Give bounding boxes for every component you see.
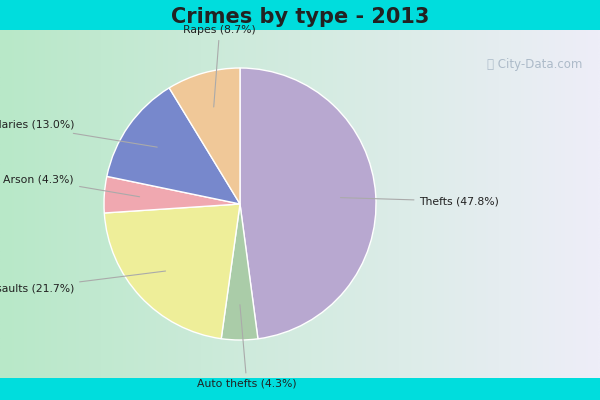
Text: Arson (4.3%): Arson (4.3%) [4, 174, 140, 197]
Wedge shape [169, 68, 240, 204]
Wedge shape [240, 68, 376, 339]
Wedge shape [104, 176, 240, 213]
Text: ⓘ City-Data.com: ⓘ City-Data.com [487, 58, 582, 71]
Text: Assaults (21.7%): Assaults (21.7%) [0, 271, 166, 293]
Wedge shape [104, 204, 240, 339]
Text: Crimes by type - 2013: Crimes by type - 2013 [171, 7, 429, 27]
Wedge shape [221, 204, 258, 340]
Text: Rapes (8.7%): Rapes (8.7%) [183, 25, 256, 107]
Wedge shape [107, 88, 240, 204]
Text: Thefts (47.8%): Thefts (47.8%) [340, 196, 499, 206]
Text: Auto thefts (4.3%): Auto thefts (4.3%) [197, 305, 296, 388]
Text: Burglaries (13.0%): Burglaries (13.0%) [0, 120, 157, 147]
